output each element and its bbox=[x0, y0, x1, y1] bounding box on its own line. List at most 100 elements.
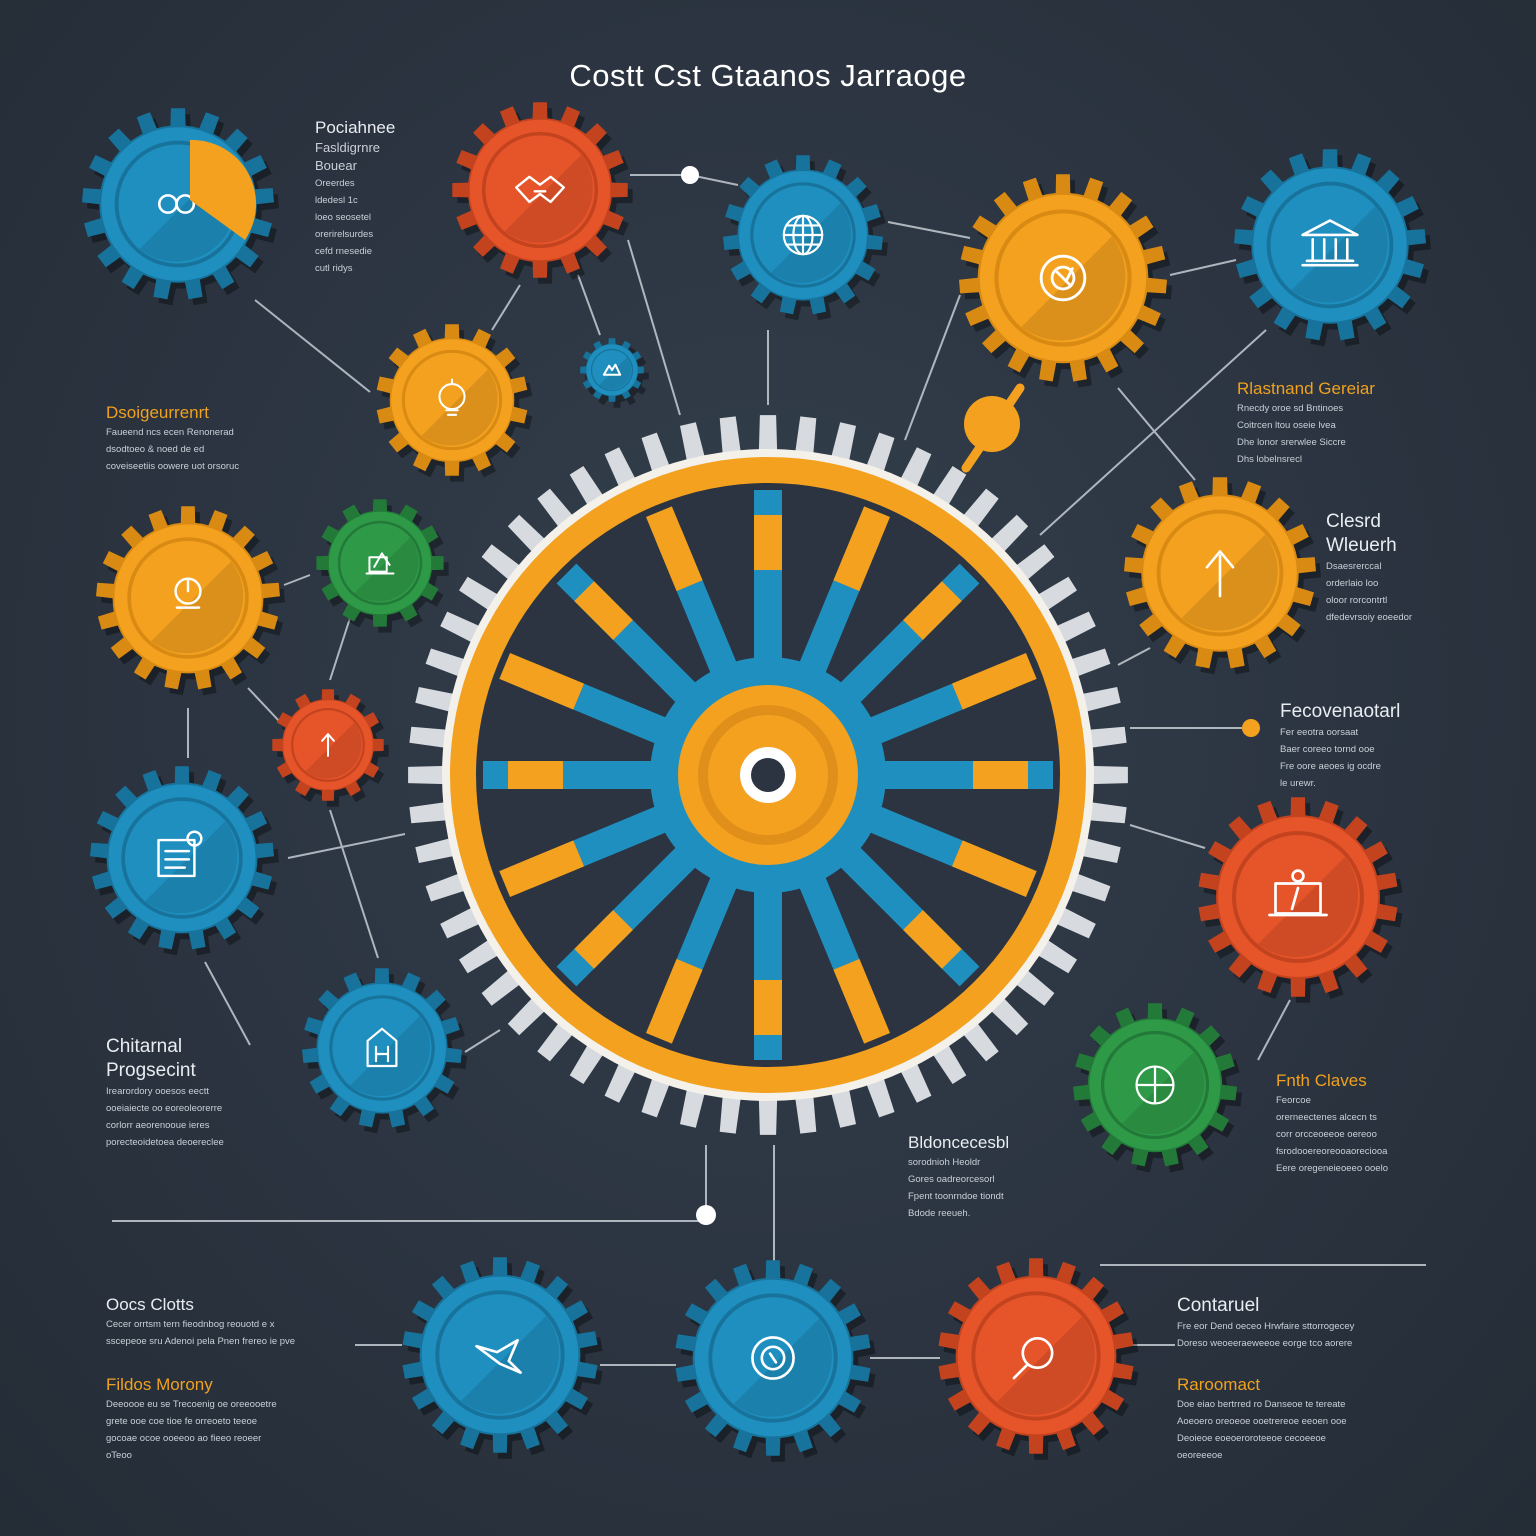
label-line: sscepeoe sru Adenoi pela Pnen frereo ie … bbox=[106, 1336, 296, 1347]
label-line: porecteoidetoea deoereclee bbox=[106, 1137, 224, 1148]
label-heading: Contaruel bbox=[1177, 1295, 1260, 1316]
label-line: Doreso weoeeraeweeoe eorge tco aorere bbox=[1177, 1338, 1353, 1349]
gear bbox=[1234, 149, 1431, 347]
label-line: orerirelsurdes bbox=[315, 229, 374, 240]
label-cleard: Clesrd Wleuerh Dsaesrerccal orderlaio lo… bbox=[1326, 510, 1412, 626]
arrow-up-icon bbox=[321, 733, 335, 757]
label-line: ooeiaiecte oo eoreoleorerre bbox=[106, 1103, 223, 1114]
gear bbox=[959, 174, 1172, 388]
label-line: Dsaesrerccal bbox=[1326, 561, 1382, 572]
gear bbox=[376, 324, 533, 482]
label-line: Eere oregeneieoeeo ooelo bbox=[1276, 1163, 1388, 1174]
label-heading: Dsoigeurrenrt bbox=[106, 403, 209, 422]
briefcase-icon bbox=[157, 830, 203, 878]
label-line: coveiseetiis oowere uot orsoruc bbox=[106, 461, 240, 472]
gear bbox=[90, 766, 279, 956]
label-line: corr orcceoeeoe oereoo bbox=[1276, 1129, 1377, 1140]
pie-wedge bbox=[190, 139, 257, 240]
label-rlastnand: Rlastnand Gereiar Rnecdy oroe sd Bntinoe… bbox=[1237, 378, 1375, 468]
label-line: sorodnioh Heoldr bbox=[908, 1157, 981, 1168]
gear bbox=[1198, 797, 1403, 1003]
label-line: gocoae ocoe ooeeoo ao fieeo reoeer bbox=[106, 1433, 262, 1444]
handshake-icon bbox=[515, 175, 565, 204]
gear bbox=[272, 689, 389, 807]
label-heading: Pociahnee bbox=[315, 118, 396, 137]
label-line: Gores oadreorcesorl bbox=[908, 1174, 995, 1185]
gear bbox=[302, 968, 467, 1134]
label-line: fsrodooereoreooaoreciooa bbox=[1276, 1146, 1388, 1157]
teacher-board-icon bbox=[1268, 869, 1328, 917]
label-heading: Raroomact bbox=[1177, 1375, 1261, 1394]
label-line: Bdode reeueh. bbox=[908, 1208, 971, 1219]
gear bbox=[452, 102, 633, 284]
gear bbox=[402, 1257, 603, 1459]
label-line: loeo seosetel bbox=[315, 212, 371, 223]
label-line: Fre eor Dend oeceo Hrwfaire sttorrogecey bbox=[1177, 1321, 1355, 1332]
gear bbox=[675, 1260, 876, 1462]
label-heading: Fildos Morony bbox=[106, 1375, 213, 1394]
label-line: le urewr. bbox=[1280, 778, 1316, 789]
label-line: Dhe lonor srerwlee Siccre bbox=[1237, 437, 1346, 448]
label-line: grete ooe coe tioe fe orreoeto teeoe bbox=[106, 1416, 258, 1427]
label-line: Fer eeotra oorsaat bbox=[1280, 727, 1359, 738]
magnify-icon bbox=[1012, 1337, 1054, 1380]
label-oocs: Oocs Clotts Cecer orrtsm tern fieodnbog … bbox=[106, 1294, 295, 1350]
label-line: orderlaio loo bbox=[1326, 578, 1379, 589]
label-heading: Progsecint bbox=[106, 1060, 196, 1081]
label-chiternal: Chitarnal Progsecint Irearordory ooesos … bbox=[106, 1035, 224, 1151]
label-line: oTeoo bbox=[106, 1450, 132, 1461]
gear bbox=[580, 338, 649, 408]
orange-pin-icon bbox=[961, 383, 1025, 473]
label-line: Rnecdy oroe sd Bntinoes bbox=[1237, 403, 1344, 414]
crosshair-icon bbox=[1135, 1065, 1175, 1105]
label-line: Oreerdes bbox=[315, 178, 355, 189]
gear bbox=[1124, 477, 1321, 675]
dove-icon bbox=[475, 1338, 522, 1374]
label-line: Cecer orrtsm tern fieodnbog reouotd e x bbox=[106, 1319, 275, 1330]
label-line: Coitrcen ltou oseie lvea bbox=[1237, 420, 1336, 431]
presenter-icon bbox=[174, 577, 202, 609]
label-fnth: Fnth Claves Feorcoe orerneectenes alcecn… bbox=[1276, 1070, 1388, 1177]
bank-icon bbox=[1301, 219, 1359, 267]
gear-gauge-icon bbox=[1039, 254, 1087, 302]
gear bbox=[938, 1258, 1139, 1460]
analytics-icon bbox=[365, 552, 395, 575]
label-line: cefd rnesedie bbox=[315, 246, 373, 257]
label-fildos: Fildos Morony Deeoooe eu se Trecoenig oe… bbox=[106, 1374, 277, 1464]
label-heading: Rlastnand Gereiar bbox=[1237, 379, 1375, 398]
label-contaruel: Contaruel Fre eor Dend oeceo Hrwfaire st… bbox=[1177, 1294, 1354, 1352]
label-line: Aoeoero oreoeoe ooetrereoe eeoen ooe bbox=[1177, 1416, 1347, 1427]
label-dasig: Dsoigeurrenrt Faueend ncs ecen Renonerad… bbox=[106, 402, 239, 475]
label-subheading: Fasldigrnre bbox=[315, 140, 381, 155]
label-line: Deeoooe eu se Trecoenig oe oreeooetre bbox=[106, 1399, 277, 1410]
label-top-left: Pociahnee Fasldigrnre Bouear Oreerdes ld… bbox=[315, 117, 395, 277]
label-subheading: Bouear bbox=[315, 158, 357, 173]
page-title: Costt Cst Gtaanos Jarraoge bbox=[569, 58, 967, 93]
label-heading: Clesrd bbox=[1326, 511, 1381, 532]
globe-icon bbox=[782, 214, 824, 256]
label-line: ldedesl 1c bbox=[315, 195, 358, 206]
label-line: Fpent toonrndoe tiondt bbox=[908, 1191, 1004, 1202]
gear bbox=[723, 155, 888, 321]
label-raroomact: Raroomact Doe eiao bertrred ro Danseoe t… bbox=[1177, 1374, 1347, 1464]
label-line: Dhs lobelnsrecl bbox=[1237, 454, 1302, 465]
central-wheel bbox=[408, 415, 1128, 1135]
label-line: Faueend ncs ecen Renonerad bbox=[106, 427, 234, 438]
label-line: corlorr aeorenooue ieres bbox=[106, 1120, 210, 1131]
label-line: orerneectenes alcecn ts bbox=[1276, 1112, 1377, 1123]
label-heading: Wleuerh bbox=[1326, 535, 1397, 556]
label-bldone: Bldoncecesbl sorodnioh Heoldr Gores oadr… bbox=[908, 1132, 1009, 1222]
label-line: oloor rorcontrtl bbox=[1326, 595, 1388, 606]
label-fecove: Fecovenaotarl Fer eeotra oorsaat Baer co… bbox=[1280, 700, 1400, 792]
label-line: dsodtoeo & noed de ed bbox=[106, 444, 205, 455]
infinity-pie-icon bbox=[157, 194, 196, 214]
gear bbox=[1073, 1003, 1242, 1173]
label-line: Baer coreeo tornd ooe bbox=[1280, 744, 1375, 755]
label-heading: Oocs Clotts bbox=[106, 1295, 194, 1314]
label-line: cutl ridys bbox=[315, 263, 353, 274]
label-line: Feorcoe bbox=[1276, 1095, 1311, 1106]
gear bbox=[316, 499, 449, 633]
